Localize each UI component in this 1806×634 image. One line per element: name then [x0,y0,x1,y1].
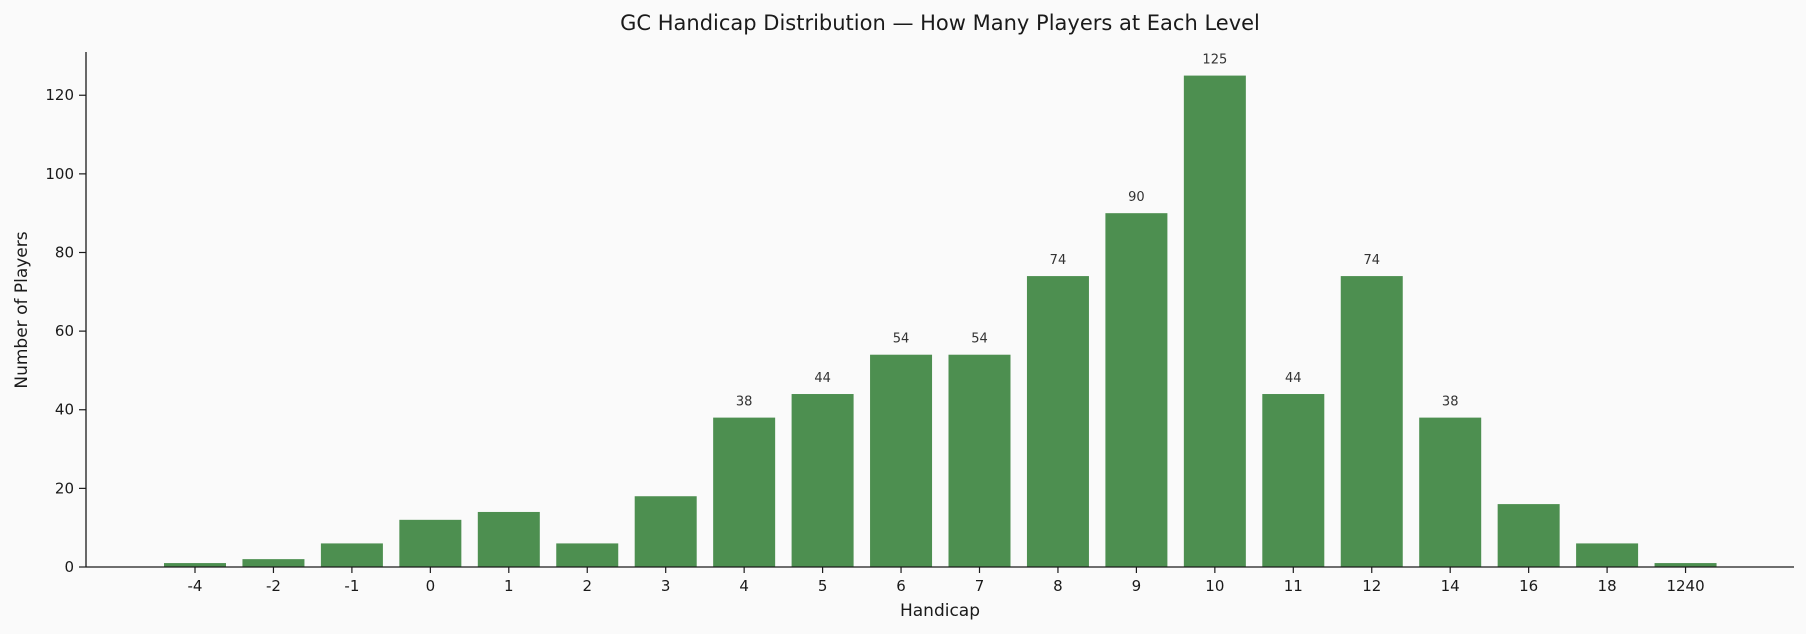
x-tick-label: 2 [582,577,592,595]
bar-11 [1262,394,1325,567]
y-tick-label: 80 [55,243,74,261]
x-tick-label: 5 [818,577,828,595]
bar-7 [948,354,1011,567]
x-tick-label: 7 [975,577,985,595]
x-axis-ticks: -4 -2 -1 0 1 2 3 4 5 6 7 8 9 10 11 12 14 16 18 1240 [188,567,1705,595]
data-label: 38 [1442,395,1459,410]
bar-0 [399,519,462,567]
x-tick-label: 1 [504,577,514,595]
y-tick-label: 100 [45,165,74,183]
bar-18 [1576,543,1639,567]
bar-12 [1340,276,1403,567]
x-tick-label: -2 [266,577,281,595]
bars-group [164,75,1717,568]
bar-4 [713,417,776,567]
chart-title: GC Handicap Distribution — How Many Play… [620,11,1260,35]
bar--2 [242,559,305,567]
y-tick-label: 0 [64,558,74,576]
axes-group [85,52,1794,568]
x-tick-label: 14 [1441,577,1460,595]
x-tick-label: 6 [896,577,906,595]
data-label: 74 [1050,253,1067,268]
bar-2 [556,543,619,567]
data-label: 125 [1202,53,1227,68]
y-tick-label: 120 [45,86,74,104]
bar-1 [477,511,540,567]
data-label: 90 [1128,190,1145,205]
x-tick-label: 3 [661,577,671,595]
x-tick-label: 0 [426,577,436,595]
x-tick-label: 9 [1132,577,1142,595]
x-tick-label: 8 [1053,577,1063,595]
bar-9 [1105,213,1168,567]
bar-16 [1497,504,1560,567]
x-tick-label: 18 [1598,577,1617,595]
data-label: 54 [971,332,988,347]
bar-5 [791,394,854,567]
x-tick-label: -4 [188,577,203,595]
bar-14 [1419,417,1482,567]
x-tick-label: 12 [1362,577,1381,595]
y-axis-label: Number of Players [12,231,32,388]
x-tick-label: 4 [739,577,749,595]
x-tick-label: 10 [1205,577,1224,595]
y-tick-label: 40 [55,401,74,419]
y-tick-label: 20 [55,479,74,497]
y-tick-label: 60 [55,322,74,340]
x-tick-label: 11 [1284,577,1303,595]
y-axis-ticks: 0 20 40 60 80 100 120 [45,86,86,576]
bar-10 [1183,75,1246,568]
data-label: 44 [1285,371,1302,386]
x-tick-label: -1 [344,577,359,595]
data-label: 54 [893,332,910,347]
x-axis-label: Handicap [900,601,980,621]
bar--4 [164,563,226,567]
bar-3 [634,496,697,567]
data-labels-group: 38 44 54 54 74 90 125 44 74 38 [736,53,1459,410]
x-tick-label: 1240 [1666,577,1704,595]
bar-1240 [1654,563,1717,567]
bar--1 [320,543,383,567]
bar-6 [870,354,933,567]
bar-8 [1026,276,1089,567]
data-label: 38 [736,395,753,410]
x-tick-label: 16 [1519,577,1538,595]
data-label: 74 [1363,253,1380,268]
data-label: 44 [814,371,831,386]
